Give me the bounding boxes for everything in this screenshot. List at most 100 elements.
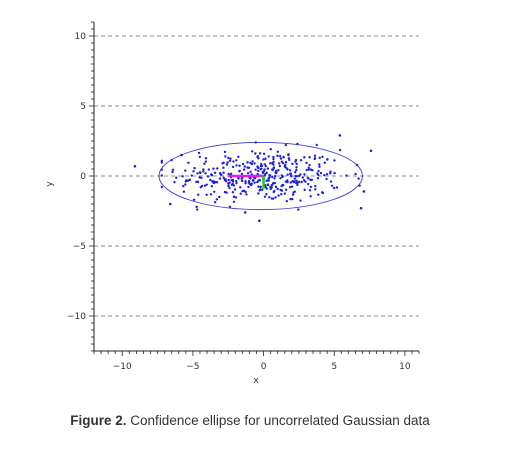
data-point [306, 176, 310, 180]
data-point [307, 168, 311, 171]
data-point [294, 174, 297, 178]
data-point [199, 171, 202, 175]
data-point [287, 153, 290, 156]
data-point [265, 179, 268, 183]
data-point [243, 165, 246, 168]
data-point [188, 178, 191, 181]
data-point [266, 183, 270, 187]
data-point [218, 195, 221, 199]
data-point [265, 192, 268, 196]
data-point [260, 162, 263, 166]
data-point [231, 165, 235, 169]
data-point [275, 170, 278, 174]
data-point [213, 171, 217, 175]
data-point [196, 208, 199, 211]
data-point [187, 161, 190, 165]
confidence-ellipse [158, 141, 363, 211]
data-point [180, 153, 183, 157]
data-point [202, 170, 205, 173]
data-point [259, 164, 263, 168]
data-point [279, 177, 282, 180]
data-point [241, 162, 245, 166]
data-point [333, 159, 336, 162]
data-point [291, 162, 294, 165]
data-point [354, 172, 357, 176]
data-point [326, 158, 329, 161]
data-point [317, 173, 320, 177]
data-point [264, 157, 267, 160]
data-point [251, 160, 254, 163]
data-point [358, 184, 361, 187]
data-point [329, 172, 332, 175]
x-tick-label: 0 [261, 362, 267, 372]
data-point [219, 172, 222, 176]
data-points [133, 134, 373, 223]
data-point [281, 161, 285, 165]
data-point [285, 199, 289, 203]
data-point [251, 178, 255, 182]
data-point [323, 173, 326, 177]
data-point [268, 174, 272, 177]
data-point [325, 172, 329, 176]
data-point [289, 197, 292, 201]
data-point [318, 163, 321, 166]
data-point [297, 174, 300, 178]
data-point [224, 155, 227, 158]
data-point [279, 188, 282, 192]
data-point [239, 192, 242, 195]
data-point [318, 156, 321, 160]
data-point [330, 184, 334, 187]
y-tick-label: −5 [73, 242, 86, 252]
data-point [315, 143, 319, 147]
data-point [276, 154, 279, 157]
data-point [234, 179, 238, 183]
y-tick-label: 5 [80, 102, 86, 112]
data-point [264, 164, 267, 168]
data-point [285, 167, 288, 170]
data-point [207, 168, 211, 171]
data-point [296, 181, 299, 185]
data-point [299, 173, 302, 176]
data-point [318, 165, 321, 168]
data-point [268, 196, 271, 199]
data-point [263, 163, 266, 166]
data-point [290, 175, 293, 178]
data-point [265, 171, 268, 175]
data-point [293, 177, 297, 180]
data-point [249, 170, 252, 173]
data-point [203, 162, 206, 165]
data-point [169, 202, 172, 206]
data-point [271, 175, 274, 179]
data-point [238, 164, 241, 167]
data-point [231, 191, 235, 194]
data-point [222, 161, 225, 164]
data-point [317, 193, 320, 196]
data-point [323, 161, 326, 164]
data-point [299, 158, 303, 162]
data-point [276, 150, 280, 154]
data-point [306, 182, 310, 186]
data-point [284, 188, 288, 191]
data-point [227, 156, 230, 160]
data-point [226, 161, 229, 164]
data-point [232, 160, 235, 163]
data-point [192, 198, 196, 201]
data-point [242, 168, 246, 171]
data-point [283, 192, 286, 195]
data-point [314, 184, 317, 188]
data-point [170, 158, 173, 162]
data-point [302, 179, 306, 182]
data-point [243, 189, 246, 192]
data-point [225, 191, 228, 194]
data-point [204, 157, 208, 160]
data-point [362, 190, 366, 193]
data-point [284, 180, 288, 183]
data-point [247, 181, 251, 184]
data-point [325, 177, 328, 181]
data-point [175, 176, 178, 179]
data-point [288, 169, 292, 172]
data-point [295, 179, 298, 183]
data-point [297, 208, 300, 211]
data-point [286, 173, 289, 176]
data-point [359, 206, 363, 210]
